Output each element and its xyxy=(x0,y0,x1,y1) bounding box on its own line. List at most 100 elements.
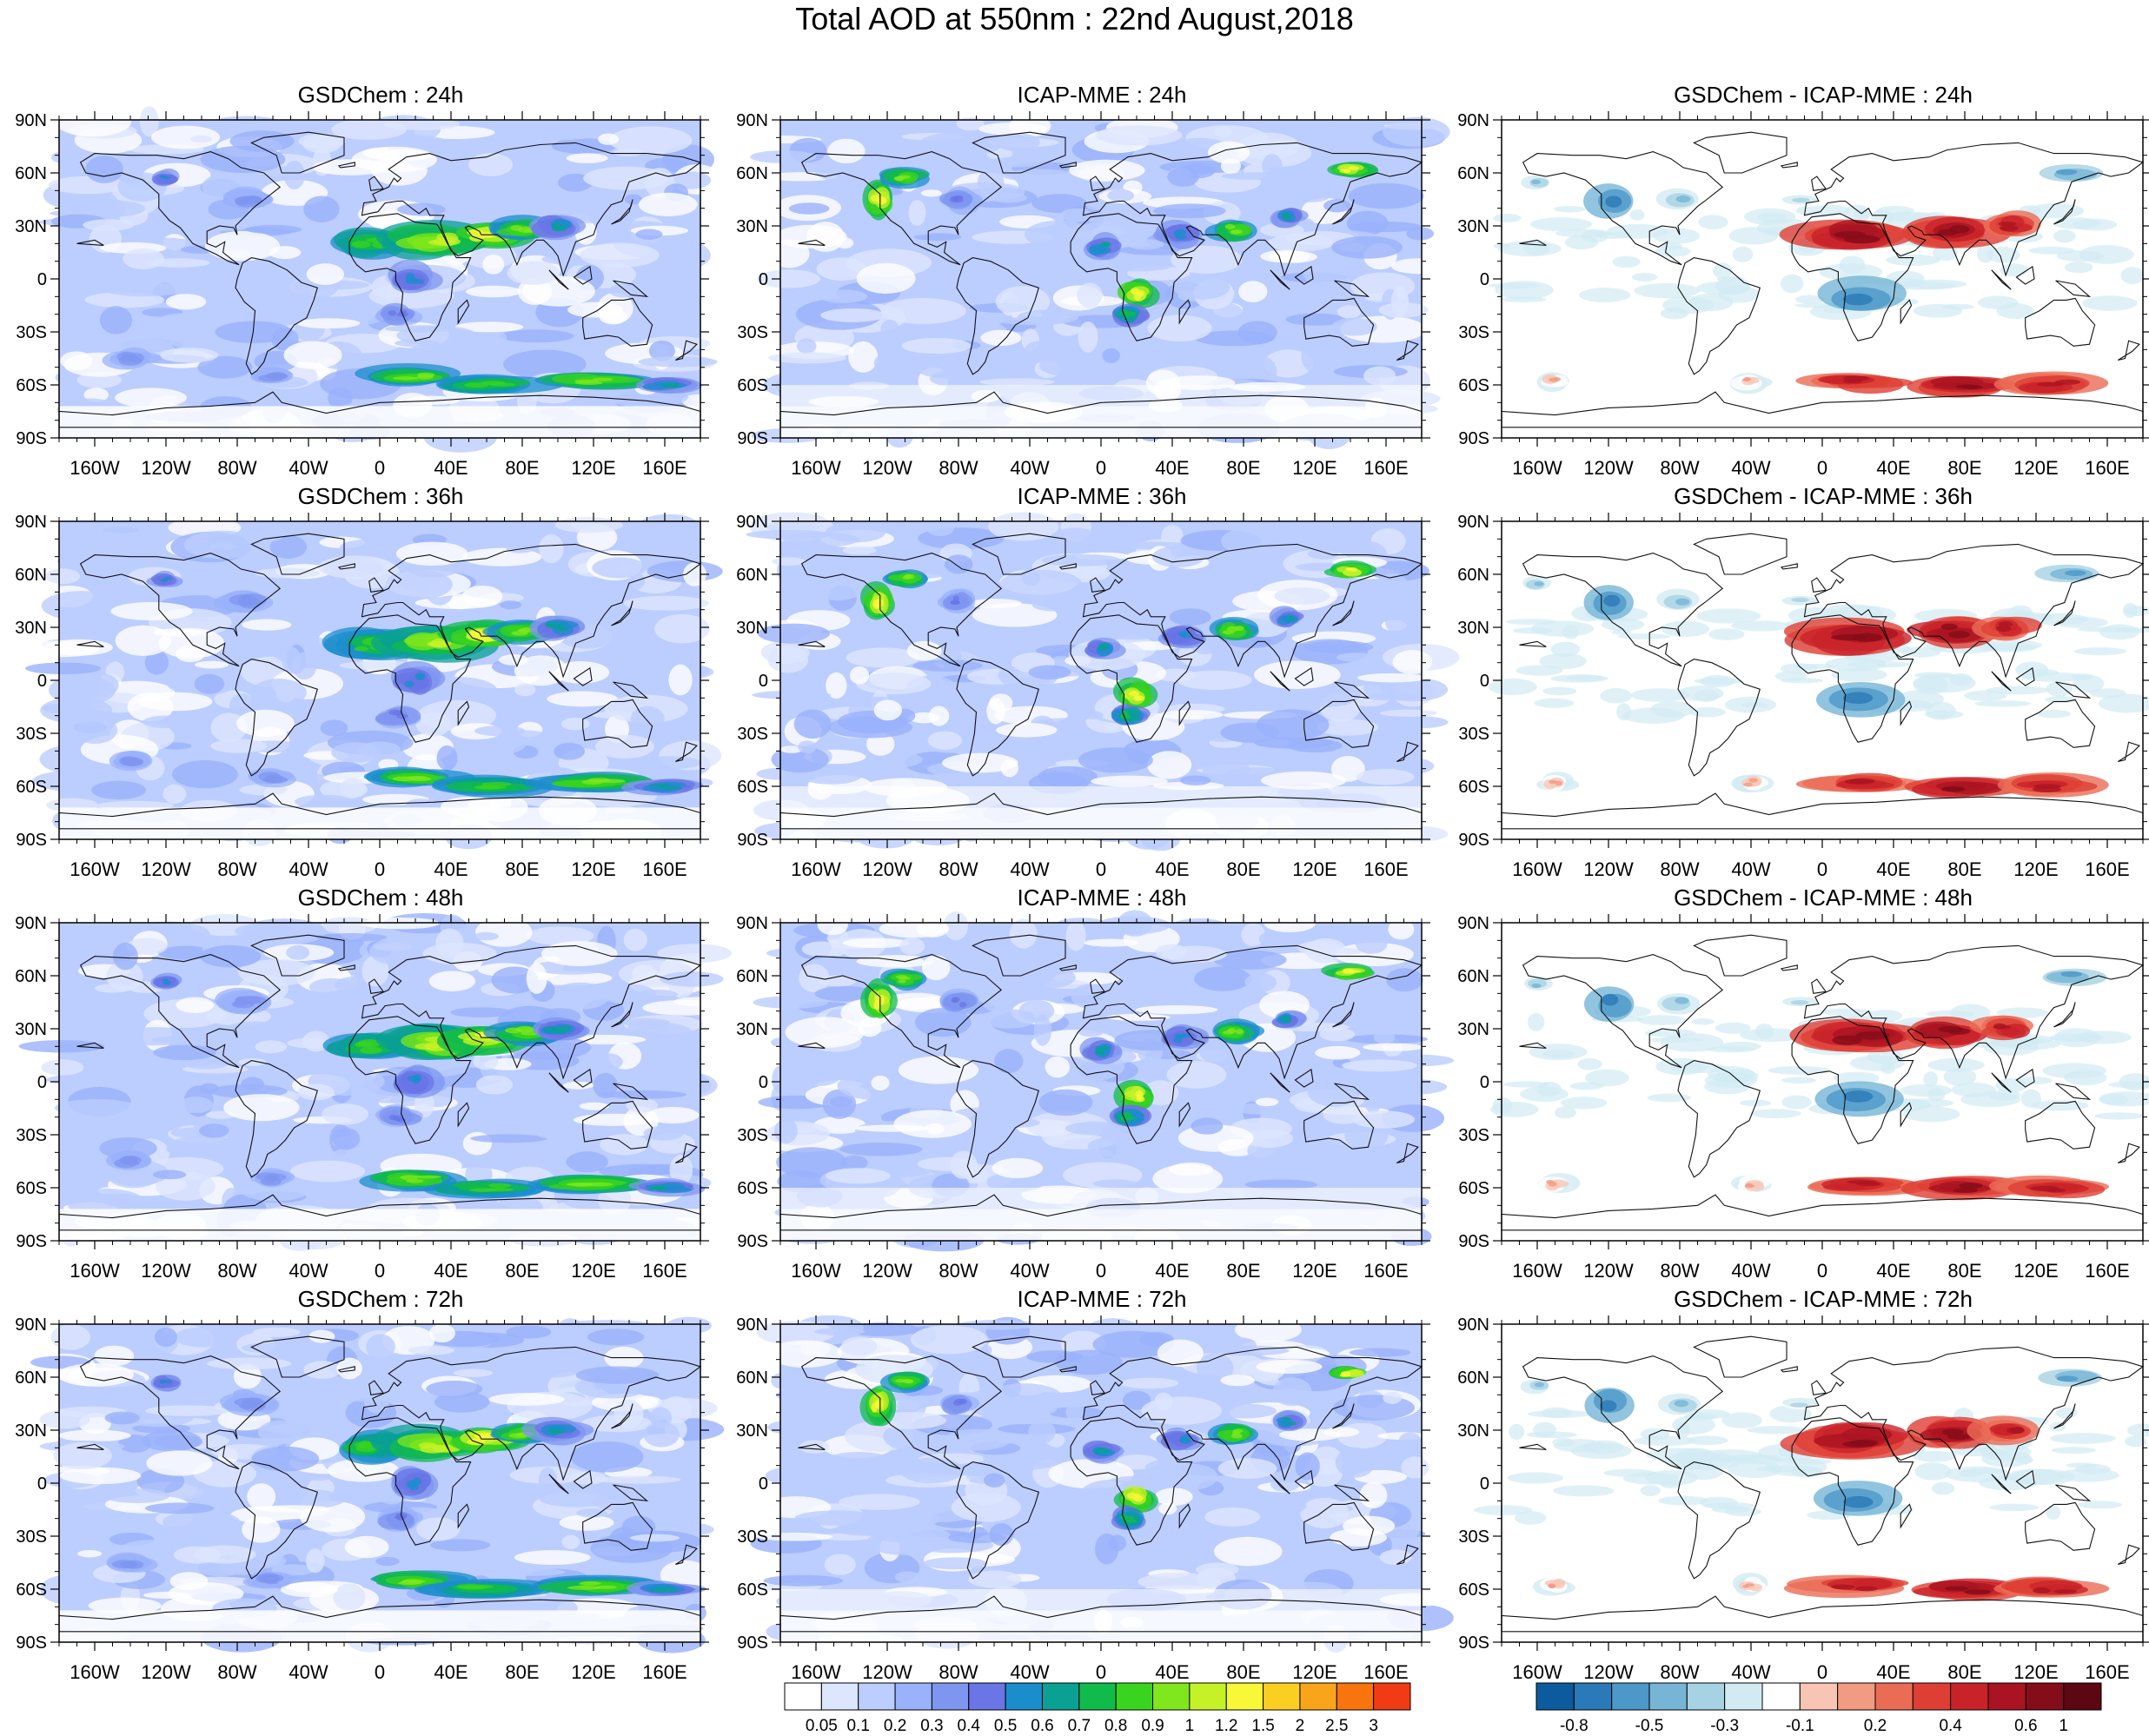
longitude-tick-label: 160W xyxy=(791,1661,841,1683)
latitude-tick-label: 60N xyxy=(1457,1368,1489,1388)
colorbar-swatch xyxy=(1536,1683,1574,1710)
aod-colorbar-label: 0.9 xyxy=(1141,1717,1164,1735)
longitude-tick-label: 80E xyxy=(1226,1661,1260,1683)
longitude-tick-label: 120E xyxy=(1292,858,1336,880)
latitude-tick-label: 30N xyxy=(15,217,47,236)
colorbar-swatch xyxy=(1762,1683,1800,1710)
longitude-tick-label: 0 xyxy=(1817,1661,1827,1683)
latitude-tick-label: 30S xyxy=(16,1527,47,1547)
latitude-tick-label: 0 xyxy=(1480,270,1489,289)
latitude-tick-label: 60S xyxy=(1458,376,1489,395)
colorbar-swatch xyxy=(1190,1683,1226,1710)
longitude-tick-label: 0 xyxy=(375,457,385,479)
colorbar-swatch xyxy=(1116,1683,1152,1710)
latitude-tick-label: 0 xyxy=(1480,1474,1489,1494)
panel-title-icap-mme: ICAP-MME : 48h xyxy=(780,885,1423,911)
latitude-tick-label: 60S xyxy=(737,1179,768,1198)
aod-colorbar-label: 0.05 xyxy=(806,1717,838,1735)
longitude-tick-label: 40W xyxy=(289,1260,328,1282)
longitude-tick-label: 40E xyxy=(1155,1260,1189,1282)
longitude-tick-label: 160W xyxy=(791,1260,841,1282)
latitude-tick-label: 90S xyxy=(16,1633,47,1653)
colorbar-swatch xyxy=(1005,1683,1042,1710)
latitude-tick-label: 60S xyxy=(1458,1580,1489,1600)
colorbar-swatch xyxy=(1079,1683,1116,1710)
difference-colorbar-label: 0.6 xyxy=(2014,1717,2037,1735)
longitude-tick-label: 80E xyxy=(1947,457,1981,479)
latitude-tick-label: 30N xyxy=(736,217,768,236)
longitude-tick-label: 120W xyxy=(1583,457,1634,479)
latitude-tick-label: 30S xyxy=(737,1126,768,1145)
longitude-tick-label: 120E xyxy=(1292,457,1336,479)
colorbar-swatch xyxy=(2026,1683,2063,1710)
latitude-tick-label: 60N xyxy=(15,967,47,986)
latitude-tick-label: 30S xyxy=(16,725,47,744)
longitude-tick-label: 80E xyxy=(1947,1260,1981,1282)
longitude-tick-label: 120W xyxy=(141,1260,191,1282)
colorbar-swatch xyxy=(1875,1683,1913,1710)
latitude-tick-label: 0 xyxy=(1480,1073,1489,1092)
longitude-tick-label: 40W xyxy=(289,1661,328,1683)
panel-title-icap-mme: ICAP-MME : 24h xyxy=(780,82,1423,108)
colorbar-swatch xyxy=(785,1683,821,1710)
latitude-tick-label: 90S xyxy=(1458,831,1489,850)
panel-title-gsdchem: GSDChem : 36h xyxy=(59,483,702,509)
longitude-tick-label: 80W xyxy=(1660,1661,1699,1683)
longitude-tick-label: 80E xyxy=(1226,457,1260,479)
longitude-tick-label: 120W xyxy=(1583,858,1634,880)
longitude-tick-label: 40E xyxy=(1155,1661,1189,1683)
aod-colorbar-label: 0.3 xyxy=(920,1717,943,1735)
longitude-tick-label: 40E xyxy=(1876,1661,1910,1683)
panel-title-gsdchem: GSDChem : 72h xyxy=(59,1286,702,1312)
longitude-tick-label: 80W xyxy=(939,1260,978,1282)
longitude-tick-label: 80E xyxy=(1226,858,1260,880)
longitude-tick-label: 80E xyxy=(505,1260,539,1282)
longitude-tick-label: 40E xyxy=(434,1260,468,1282)
latitude-tick-label: 90N xyxy=(15,513,47,532)
longitude-tick-label: 120W xyxy=(141,1661,191,1683)
latitude-tick-label: 90S xyxy=(1458,1232,1489,1251)
latitude-tick-label: 0 xyxy=(759,1073,768,1092)
panel-title-difference: GSDChem - ICAP-MME : 72h xyxy=(1502,1286,2145,1312)
latitude-tick-label: 0 xyxy=(37,1474,47,1494)
latitude-tick-label: 60S xyxy=(16,1179,47,1198)
longitude-tick-label: 40E xyxy=(434,457,468,479)
latitude-tick-label: 60N xyxy=(736,1368,768,1388)
longitude-tick-label: 80W xyxy=(939,1661,978,1683)
longitude-tick-label: 160E xyxy=(2085,1260,2129,1282)
longitude-tick-label: 0 xyxy=(375,1661,385,1683)
latitude-tick-label: 90N xyxy=(1457,914,1489,933)
latitude-tick-label: 90S xyxy=(16,831,47,850)
longitude-tick-label: 40E xyxy=(1876,858,1910,880)
longitude-tick-label: 160E xyxy=(1363,1661,1408,1683)
longitude-tick-label: 80W xyxy=(217,1661,256,1683)
longitude-tick-label: 80E xyxy=(1947,858,1981,880)
latitude-tick-label: 60N xyxy=(1457,164,1489,183)
longitude-tick-label: 40W xyxy=(1010,858,1049,880)
latitude-tick-label: 30S xyxy=(1458,725,1489,744)
latitude-tick-label: 60S xyxy=(1458,778,1489,797)
colorbar-swatch xyxy=(1042,1683,1078,1710)
latitude-tick-label: 0 xyxy=(37,672,47,691)
longitude-tick-label: 40W xyxy=(289,457,328,479)
longitude-tick-label: 0 xyxy=(1817,858,1827,880)
latitude-tick-label: 30S xyxy=(1458,1126,1489,1145)
longitude-tick-label: 80W xyxy=(217,858,256,880)
latitude-tick-label: 90N xyxy=(736,513,768,532)
longitude-tick-label: 120E xyxy=(571,457,615,479)
colorbar-swatch xyxy=(969,1683,1005,1710)
colorbar-swatch xyxy=(1725,1683,1762,1710)
colorbar-swatch xyxy=(859,1683,895,1710)
longitude-tick-label: 40E xyxy=(1876,1260,1910,1282)
latitude-tick-label: 60S xyxy=(737,1580,768,1600)
longitude-tick-label: 80W xyxy=(939,457,978,479)
longitude-tick-label: 120W xyxy=(1583,1260,1634,1282)
latitude-tick-label: 0 xyxy=(759,270,768,289)
latitude-tick-label: 60N xyxy=(736,164,768,183)
longitude-tick-label: 80E xyxy=(1226,1260,1260,1282)
latitude-tick-label: 60S xyxy=(16,778,47,797)
